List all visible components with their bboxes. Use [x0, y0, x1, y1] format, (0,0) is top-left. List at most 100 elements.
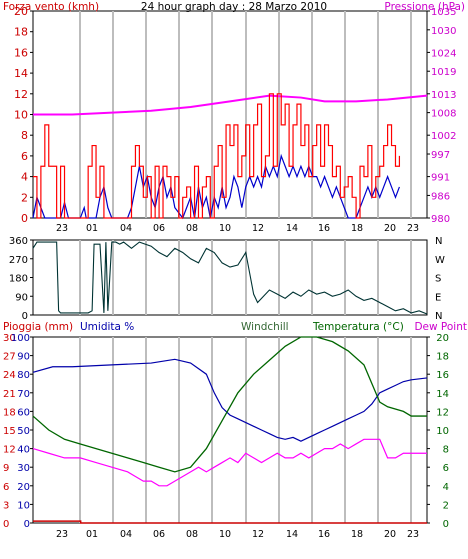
- panel2-left-tick-label: 90: [15, 292, 28, 303]
- panel2-right-tick-label: N: [435, 236, 442, 247]
- panel1-x-tick-label: 08: [186, 223, 198, 234]
- panel1-left-tick-label: 12: [14, 88, 28, 101]
- panel1-right-axis-label: Pressione (hPa): [384, 1, 465, 13]
- panel3-rain-tick-label: 18: [3, 407, 16, 418]
- panel3-x-tick-label: 23: [407, 529, 419, 540]
- panel2-left-tick-label: 360: [9, 236, 28, 247]
- panel3-rain-label: Pioggia (mm): [3, 321, 73, 333]
- panel1-x-tick-label: 23: [56, 223, 68, 234]
- panel3-rain-tick-label: 3: [3, 500, 9, 511]
- panel1-right-tick-label: 1008: [431, 109, 456, 120]
- panel3-humidity-tick-label: 90: [17, 352, 30, 363]
- panel1-right-tick-label: 1019: [431, 67, 456, 78]
- panel1-x-tick-label: 06: [153, 223, 165, 234]
- panel1-title: 24 hour graph day : 28 Marzo 2010: [141, 1, 327, 13]
- panel3-humidity-tick-label: 20: [17, 482, 30, 493]
- panel3-dewpoint-label: Dew Point: [414, 321, 467, 333]
- panel2-right-tick-label: S: [435, 274, 441, 285]
- panel1-left-tick-label: 4: [21, 171, 28, 184]
- panel3-rain-tick-label: 21: [3, 389, 16, 400]
- panel1-left-tick-label: 10: [14, 109, 28, 122]
- panel1-right-tick-label: 1013: [431, 90, 456, 101]
- panel3-x-tick-label: 16: [318, 529, 330, 540]
- panel3-right-tick-label: 20: [436, 333, 449, 344]
- temperature-series-line: [32, 336, 427, 473]
- panel3-right-tick-label: 16: [436, 370, 449, 381]
- panel3-x-tick-label: 18: [351, 529, 363, 540]
- panel3-humidity-tick-label: 70: [17, 389, 30, 400]
- panel3-right-tick-label: 6: [443, 463, 449, 474]
- panel1-x-tick-label: 16: [318, 223, 330, 234]
- panel3-humidity-tick-label: 10: [17, 500, 30, 511]
- panel1-left-tick-label: 14: [14, 67, 28, 80]
- panel1-right-tick-label: 1024: [431, 48, 456, 59]
- wind-direction-series-line: [32, 241, 428, 315]
- panel3-rain-tick-label: 15: [3, 426, 16, 437]
- panel1-left-axis-label: Forza vento (kmh): [3, 1, 99, 13]
- panel3-windchill-label: Windchill: [241, 321, 289, 333]
- panel1-left-tick-label: 0: [21, 212, 28, 225]
- panel1-x-tick-label: 20: [384, 223, 396, 234]
- panel1-left-tick-label: 6: [21, 150, 28, 163]
- panel3-frame: [32, 336, 428, 524]
- panel3-humidity-tick-label: 100: [11, 333, 30, 344]
- panel3-x-tick-label: 23: [56, 529, 68, 540]
- panel1-left-tick-label: 16: [14, 46, 28, 59]
- panel3-humidity-tick-label: 30: [17, 463, 30, 474]
- pressure-series-line: [33, 94, 428, 116]
- panel1-right-tick-label: 997: [431, 150, 450, 161]
- panel3-right-tick-label: 4: [443, 482, 449, 493]
- panel3-x-tick-label: 06: [153, 529, 165, 540]
- panel3-right-tick-label: 14: [436, 389, 449, 400]
- panel3-rain-tick-label: 27: [3, 352, 16, 363]
- panel1-right-tick-label: 980: [431, 214, 450, 225]
- panel1-x-tick-label: 04: [120, 223, 132, 234]
- panel2-left-tick-label: 270: [9, 255, 28, 266]
- panel3-rain-tick-label: 9: [3, 463, 9, 474]
- panel3-humidity-tick-label: 0: [24, 519, 30, 530]
- rain-series-line: [33, 520, 427, 524]
- panel3-rain-tick-label: 24: [3, 370, 16, 381]
- panel2-frame: [32, 239, 428, 316]
- panel1-x-tick-label: 18: [351, 223, 363, 234]
- panel3-humidity-tick-label: 60: [17, 407, 30, 418]
- panel1-right-tick-label: 986: [431, 191, 450, 202]
- panel3-humidity-tick-label: 80: [17, 370, 30, 381]
- panel1-left-tick-label: 2: [21, 191, 28, 204]
- panel1-right-tick-label: 991: [431, 173, 450, 184]
- panel3-humidity-label: Umidita %: [80, 321, 134, 333]
- panel3-humidity-tick-label: 40: [17, 445, 30, 456]
- panel3-rain-tick-label: 0: [3, 519, 9, 530]
- panel1-right-tick-label: 1002: [431, 131, 456, 142]
- panel1-right-tick-label: 1035: [431, 7, 456, 18]
- panel1-left-tick-label: 20: [14, 5, 28, 18]
- gust-series-line: [33, 93, 401, 219]
- panel2-right-tick-label: E: [435, 292, 441, 303]
- humidity-series-line: [32, 358, 428, 442]
- panel3-x-tick-label: 08: [186, 529, 198, 540]
- panel1-x-tick-label: 10: [219, 223, 231, 234]
- panel3-x-tick-label: 10: [219, 529, 231, 540]
- panel2-right-tick-label: W: [435, 255, 445, 266]
- panel1-x-tick-label: 14: [286, 223, 298, 234]
- panel3-temperature-label: Temperatura (°C): [312, 321, 404, 333]
- panel1-x-tick-label: 01: [86, 223, 98, 234]
- panel3-right-tick-label: 8: [443, 445, 449, 456]
- panel3-rain-tick-label: 12: [3, 445, 16, 456]
- dewpoint-series-line: [32, 438, 427, 487]
- panel3-x-tick-label: 01: [86, 529, 98, 540]
- panel3-humidity-tick-label: 50: [17, 426, 30, 437]
- panel2-left-tick-label: 180: [9, 274, 28, 285]
- panel1-x-tick-label: 23: [407, 223, 419, 234]
- panel1-left-tick-label: 18: [14, 26, 28, 39]
- panel3-right-tick-label: 2: [443, 500, 449, 511]
- panel1-left-tick-label: 8: [21, 129, 28, 142]
- panel2-left-tick-label: 0: [22, 311, 28, 322]
- panel3-right-tick-label: 12: [436, 407, 449, 418]
- wind-series-line: [32, 153, 400, 220]
- panel3-x-tick-label: 14: [286, 529, 298, 540]
- panel1-frame: [32, 10, 428, 219]
- panel1-right-tick-label: 1030: [431, 26, 456, 37]
